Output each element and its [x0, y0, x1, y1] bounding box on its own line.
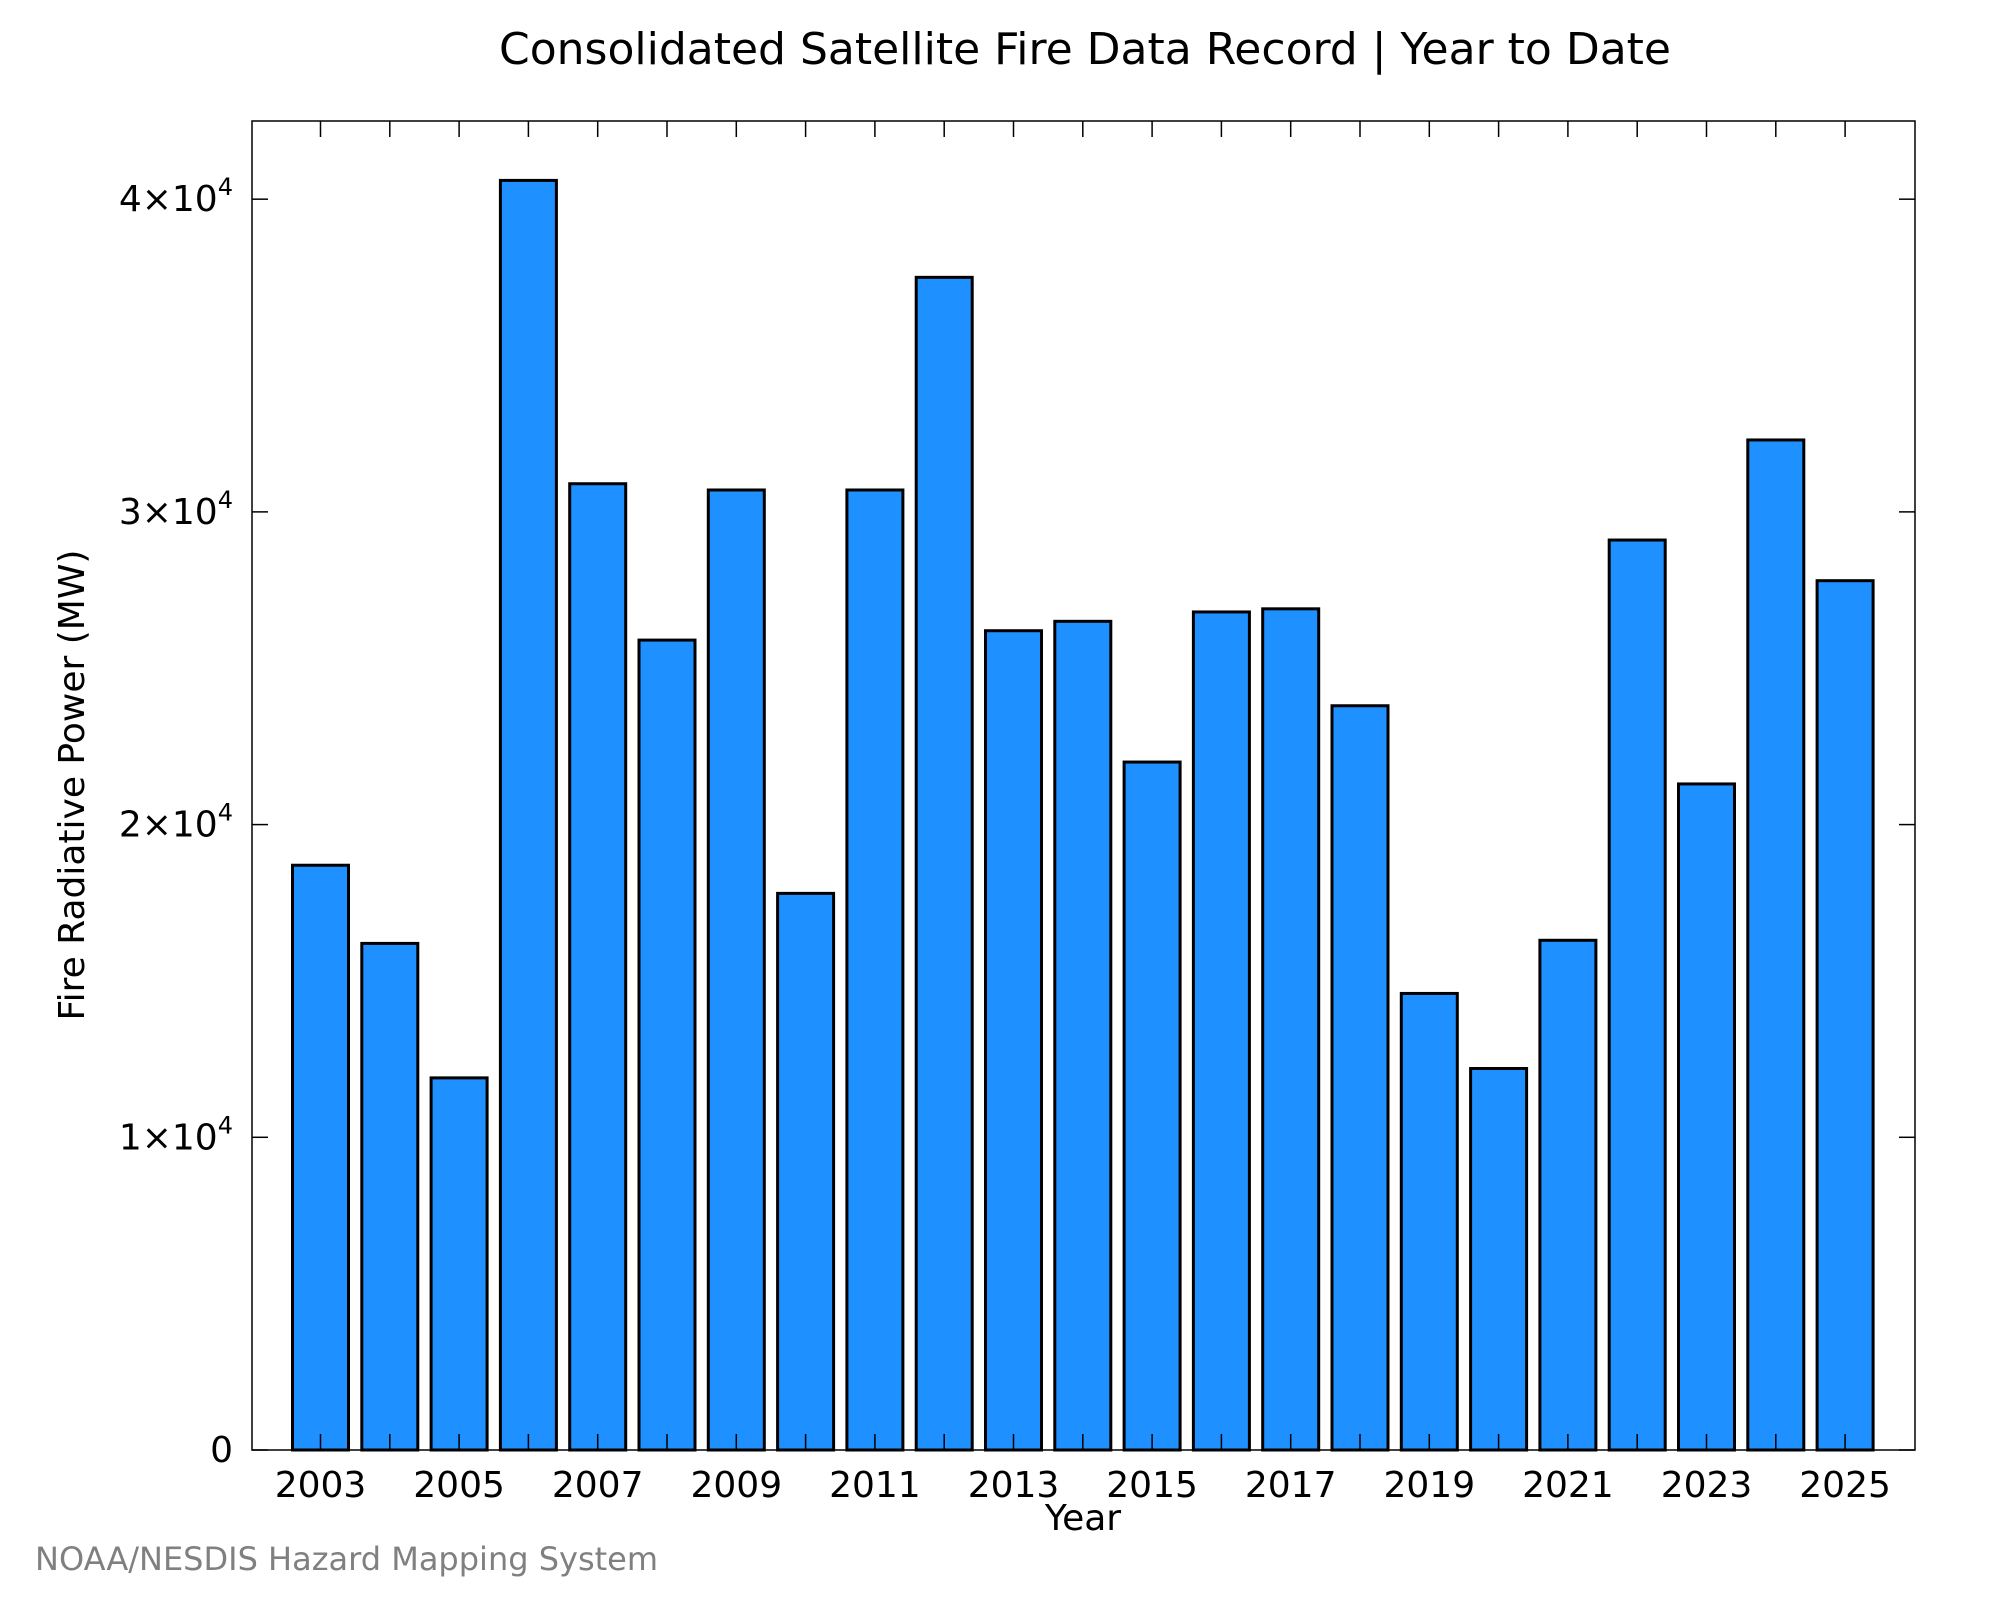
x-axis-label: Year: [1044, 1498, 1121, 1539]
bar-2010: [776, 891, 836, 1452]
x-tick-label-2003: 2003: [275, 1465, 367, 1506]
bar-2021: [1538, 938, 1598, 1452]
y-tick-label-20000: 2×104: [119, 799, 233, 846]
y-tick-labels: 0 1×104 2×104 3×104 4×104: [119, 173, 233, 1471]
x-tick-label-2011: 2011: [829, 1465, 921, 1506]
bar-2013: [984, 629, 1043, 1452]
x-tick-label-2019: 2019: [1383, 1465, 1475, 1506]
x-tick-label-2023: 2023: [1661, 1465, 1753, 1506]
bar-2024: [1746, 438, 1806, 1452]
bars-group: [291, 178, 1875, 1452]
y-tick-label-10000: 1×104: [119, 1111, 233, 1158]
bar-2018: [1330, 704, 1390, 1452]
bar-2025: [1815, 579, 1875, 1452]
x-tick-label-2013: 2013: [968, 1465, 1060, 1506]
bar-2022: [1607, 538, 1667, 1452]
x-tick-label-2005: 2005: [413, 1465, 505, 1506]
bar-2019: [1399, 991, 1459, 1452]
bar-2003: [291, 863, 350, 1452]
bar-2012: [914, 275, 974, 1452]
bar-2008: [637, 638, 697, 1452]
bar-2015: [1122, 760, 1182, 1452]
bar-2005: [429, 1076, 489, 1452]
bar-2017: [1261, 607, 1321, 1452]
x-tick-labels: 2003 2005 2007 2009 2011 2013 2015 2017 2019 2021…: [275, 1465, 1891, 1506]
bar-2009: [706, 488, 766, 1452]
source-credit: NOAA/NESDIS Hazard Mapping System: [35, 1540, 659, 1578]
x-tick-label-2021: 2021: [1522, 1465, 1614, 1506]
bar-2016: [1191, 610, 1251, 1452]
ticks-group: [252, 121, 1915, 1451]
y-tick-label-30000: 3×104: [119, 486, 233, 533]
x-tick-label-2007: 2007: [552, 1465, 644, 1506]
x-tick-label-2015: 2015: [1106, 1465, 1198, 1506]
bar-2023: [1677, 782, 1736, 1452]
y-axis-label: Fire Radiative Power (MW): [52, 550, 93, 1021]
x-tick-label-2009: 2009: [690, 1465, 782, 1506]
bar-2004: [360, 941, 420, 1452]
bar-2014: [1053, 619, 1113, 1452]
x-tick-label-2017: 2017: [1245, 1465, 1337, 1506]
bar-2011: [845, 488, 905, 1452]
x-tick-label-2025: 2025: [1799, 1465, 1891, 1506]
chart-title: Consolidated Satellite Fire Data Record …: [499, 24, 1671, 75]
y-tick-label-40000: 4×104: [119, 173, 233, 220]
y-tick-label-0: 0: [210, 1430, 233, 1471]
bar-2020: [1469, 1067, 1529, 1452]
bar-2006: [498, 178, 558, 1452]
bar-2007: [568, 482, 628, 1452]
